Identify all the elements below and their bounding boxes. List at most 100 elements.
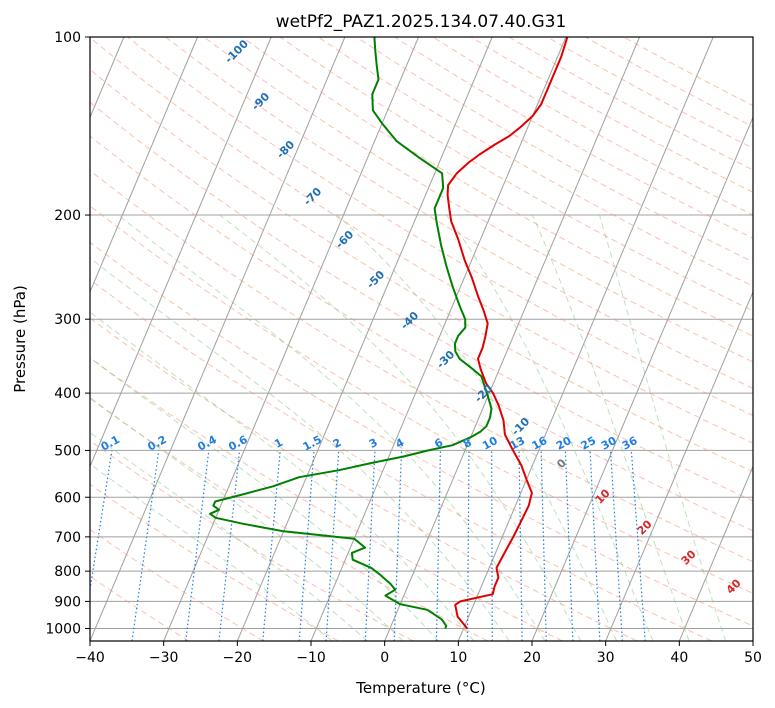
isotherm-line bbox=[90, 37, 346, 641]
moist-adiabat bbox=[90, 311, 475, 641]
isotherm-line bbox=[90, 37, 272, 468]
x-tick-label: −20 bbox=[223, 650, 253, 666]
dry-adiabat-label: 0 bbox=[554, 456, 569, 471]
y-tick-label: 400 bbox=[54, 386, 81, 402]
isotherm-line bbox=[678, 465, 753, 641]
moist-adiabat bbox=[90, 257, 510, 641]
dry-adiabat bbox=[90, 241, 753, 627]
dry-adiabat bbox=[90, 135, 753, 532]
dry-adiabat-label: -10 bbox=[509, 415, 532, 438]
dry-adiabat bbox=[585, 37, 753, 128]
mixing-ratio-label: 4 bbox=[393, 436, 406, 451]
dry-adiabat-label: -90 bbox=[249, 90, 272, 113]
mixing-ratio-line bbox=[90, 450, 113, 594]
y-tick-label: 300 bbox=[54, 312, 81, 328]
mixing-ratio-label: 1 bbox=[272, 436, 285, 451]
y-tick-label: 100 bbox=[54, 30, 81, 46]
y-tick-label: 600 bbox=[54, 490, 81, 506]
isotherm-line bbox=[90, 37, 199, 294]
isotherm-line bbox=[605, 290, 753, 641]
isotherm-line bbox=[531, 116, 753, 641]
isotherm-line bbox=[163, 37, 420, 641]
x-tick-label: 40 bbox=[670, 650, 688, 666]
dry-adiabat bbox=[90, 278, 712, 641]
mixing-ratio-label: 16 bbox=[530, 434, 550, 453]
mixing-ratio-label: 2 bbox=[331, 436, 344, 451]
dry-adiabat-label: -50 bbox=[364, 268, 387, 291]
y-axis-title: Pressure (hPa) bbox=[11, 285, 29, 393]
temperature-profile bbox=[446, 37, 569, 630]
dry-adiabat bbox=[90, 397, 488, 641]
x-tick-label: −40 bbox=[75, 650, 105, 666]
y-tick-label: 500 bbox=[54, 443, 81, 459]
moist-adiabat bbox=[90, 431, 369, 641]
chart-title: wetPf2_PAZ1.2025.134.07.40.G31 bbox=[276, 12, 567, 32]
dry-adiabat bbox=[90, 37, 753, 444]
isotherm-line bbox=[457, 37, 714, 641]
dry-adiabat-label: -100 bbox=[222, 37, 251, 66]
moist-adiabat bbox=[219, 214, 582, 641]
dry-adiabat-label: -30 bbox=[434, 348, 457, 371]
dry-adiabat-label: -70 bbox=[301, 185, 324, 208]
moist-adiabat bbox=[90, 357, 439, 641]
y-tick-label: 900 bbox=[54, 594, 81, 610]
dry-adiabat-label: 30 bbox=[679, 547, 699, 567]
dry-adiabat bbox=[90, 205, 753, 595]
moist-adiabat bbox=[336, 214, 618, 641]
moist-adiabat bbox=[117, 214, 546, 641]
dry-adiabat bbox=[90, 357, 563, 641]
dry-adiabat bbox=[165, 37, 753, 389]
dewpoint-profile bbox=[209, 37, 493, 629]
mixing-ratio-label: 25 bbox=[579, 434, 599, 453]
dry-adiabat bbox=[623, 37, 753, 107]
dry-adiabat bbox=[90, 317, 638, 641]
mixing-ratio-label: 13 bbox=[508, 434, 528, 453]
isotherm-line bbox=[384, 37, 641, 641]
dry-adiabat bbox=[546, 37, 753, 149]
y-tick-label: 200 bbox=[54, 208, 81, 224]
mixing-ratio-line bbox=[298, 450, 315, 641]
x-tick-label: 50 bbox=[744, 650, 762, 666]
y-tick-label: 700 bbox=[54, 530, 81, 546]
mixing-ratio-label: 36 bbox=[620, 434, 640, 453]
dry-adiabat-label: -20 bbox=[472, 382, 495, 405]
dry-adiabat bbox=[90, 169, 753, 563]
mixing-ratio-line bbox=[131, 450, 160, 641]
mixing-ratio-line bbox=[589, 450, 601, 641]
y-tick-label: 800 bbox=[54, 564, 81, 580]
mixing-ratio-label: 30 bbox=[599, 434, 619, 453]
mixing-ratio-label: 10 bbox=[480, 434, 500, 453]
x-axis-title: Temperature (°C) bbox=[355, 679, 485, 697]
mixing-ratio-label: 3 bbox=[367, 436, 380, 451]
moist-adiabat bbox=[90, 463, 333, 641]
dry-adiabat bbox=[279, 37, 753, 312]
dry-adiabat bbox=[90, 440, 414, 641]
dry-adiabat bbox=[90, 483, 339, 641]
x-tick-label: 10 bbox=[449, 650, 467, 666]
mixing-ratio-line bbox=[491, 450, 493, 641]
x-tick-label: 30 bbox=[597, 650, 615, 666]
x-tick-label: −10 bbox=[296, 650, 326, 666]
mixing-ratio-line bbox=[185, 450, 210, 641]
dry-adiabat bbox=[127, 37, 753, 417]
isotherm-line bbox=[752, 639, 753, 641]
moist-adiabat bbox=[446, 214, 654, 641]
mixing-ratio-line bbox=[435, 450, 442, 641]
profile-lines bbox=[209, 37, 569, 630]
dry-adiabat-label: -40 bbox=[398, 309, 421, 332]
mixing-ratio-line bbox=[364, 450, 376, 641]
mixing-ratio-line bbox=[518, 450, 523, 641]
axes: −40 −30 −20 −10 0 10 20 30 40 5010020030040050060… bbox=[45, 30, 762, 666]
background-lines bbox=[90, 37, 753, 641]
x-tick-label: 0 bbox=[380, 650, 389, 666]
dry-adiabat-label: 40 bbox=[724, 576, 744, 596]
dry-adiabat bbox=[241, 37, 753, 337]
dry-adiabat bbox=[90, 101, 753, 502]
dry-adiabat bbox=[90, 528, 264, 641]
x-tick-label: −30 bbox=[149, 650, 179, 666]
dry-adiabat bbox=[508, 37, 753, 171]
moist-adiabat bbox=[599, 214, 727, 641]
plot-frame bbox=[89, 36, 754, 642]
